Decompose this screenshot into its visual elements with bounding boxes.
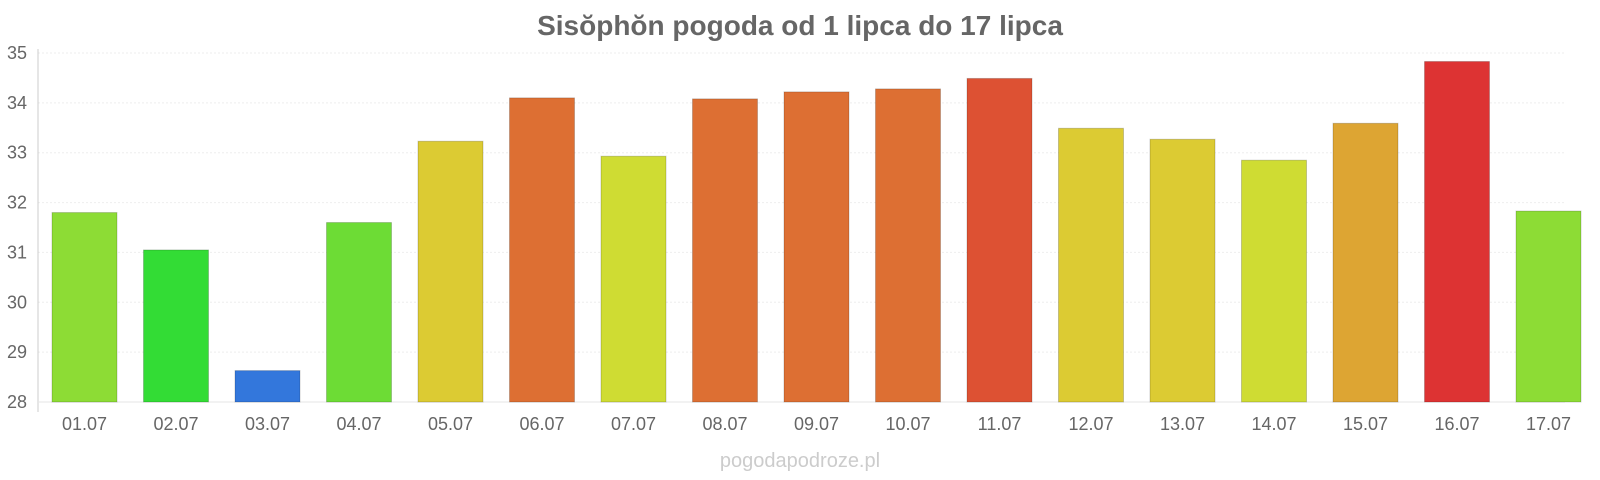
x-tick-label: 17.07 [1526,414,1571,434]
x-tick-label: 09.07 [794,414,839,434]
bar-14.07[interactable] [1241,159,1307,403]
bar-17.07[interactable] [1515,210,1582,403]
bar-12.07[interactable] [1058,127,1124,403]
bar-03.07[interactable] [234,370,301,403]
x-tick-label: 05.07 [428,414,473,434]
bar-04.07[interactable] [326,222,392,403]
bar-02.07[interactable] [143,249,209,403]
bar-08.07[interactable] [692,98,758,403]
y-tick-label: 34 [7,93,27,113]
y-tick-label: 33 [7,143,27,163]
x-tick-label: 16.07 [1434,414,1479,434]
y-tick-labels: 28 29 30 31 32 33 34 35 [7,43,27,412]
x-tick-label: 13.07 [1160,414,1205,434]
y-tick-label: 29 [7,342,27,362]
x-tick-label: 06.07 [519,414,564,434]
bar-13.07[interactable] [1149,138,1216,403]
y-tick-label: 32 [7,193,27,213]
bar-16.07[interactable] [1424,60,1490,403]
watermark: pogodapodroze.pl [719,450,881,472]
bar-07.07[interactable] [600,155,667,403]
x-tick-labels: 01.07 02.07 03.07 04.07 05.07 06.07 07.07 08.07… [62,414,1571,434]
y-tick-label: 28 [7,392,27,412]
x-tick-label: 10.07 [885,414,930,434]
x-tick-label: 08.07 [702,414,747,434]
x-tick-label: 02.07 [153,414,198,434]
bar-11.07[interactable] [966,77,1033,403]
chart-title: Sisŏphŏn pogoda od 1 lipca do 17 lipca [537,10,1063,41]
x-tick-label: 14.07 [1251,414,1296,434]
y-tick-label: 31 [7,242,27,262]
y-tick-label: 30 [7,292,27,312]
bar-09.07[interactable] [783,91,850,403]
grid-lines [38,52,1565,353]
bar-05.07[interactable] [417,140,484,403]
x-tick-label: 11.07 [978,414,1022,434]
x-tick-label: 03.07 [245,414,290,434]
bar-10.07[interactable] [875,88,941,403]
bars [51,60,1582,403]
x-tick-label: 07.07 [611,414,656,434]
x-tick-label: 12.07 [1068,414,1113,434]
x-tick-label: 01.07 [62,414,107,434]
bar-01.07[interactable] [51,212,118,403]
x-tick-label: 04.07 [336,414,381,434]
bar-06.07[interactable] [509,97,575,403]
y-tick-label: 35 [7,43,27,63]
x-tick-label: 15.07 [1343,414,1388,434]
bar-15.07[interactable] [1332,122,1399,403]
